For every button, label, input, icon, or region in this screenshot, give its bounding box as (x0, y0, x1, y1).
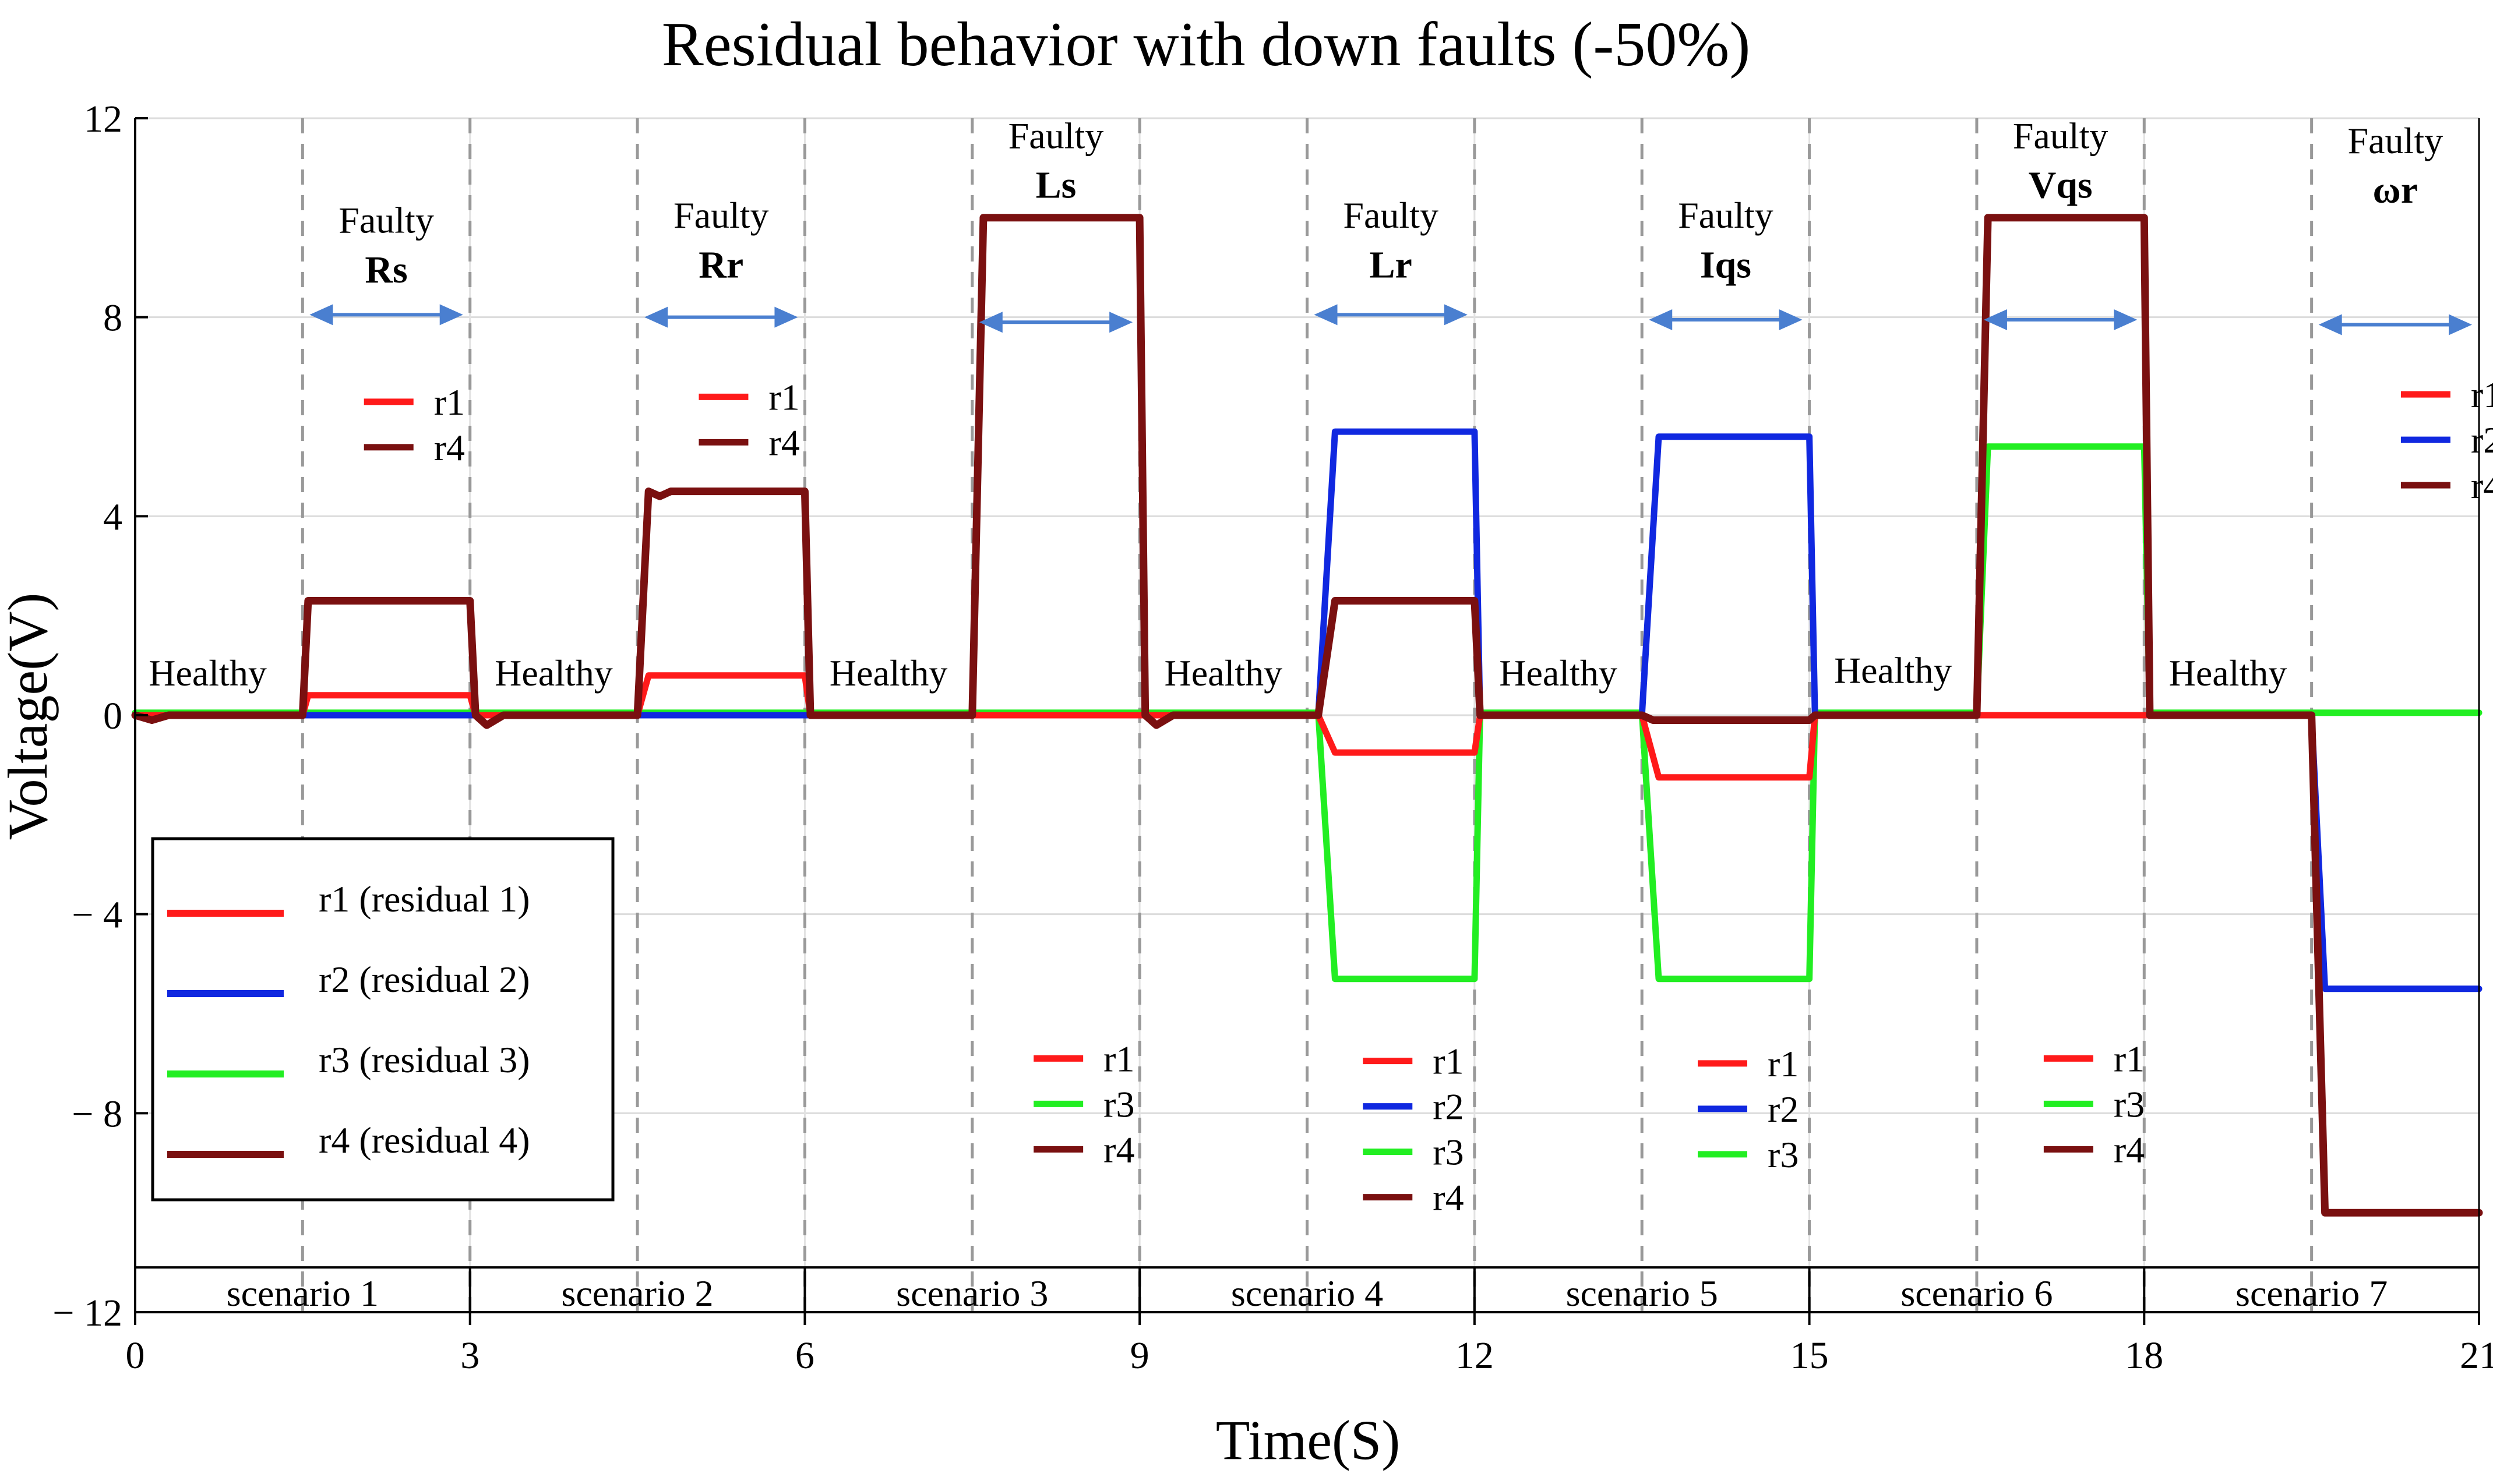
legend-label: r3 (residual 3) (319, 1039, 530, 1080)
mini-legend-label: r1 (768, 376, 799, 418)
mini-legend-label: r2 (1768, 1089, 1799, 1130)
chart-title: Residual behavior with down faults (-50%… (662, 10, 1751, 79)
fault-arrow-head-left (309, 304, 333, 326)
x-tick-label: 9 (1130, 1334, 1149, 1377)
faulty-label: Faulty (338, 199, 434, 241)
y-tick-label: 4 (103, 496, 122, 538)
mini-legend-label: r4 (1433, 1177, 1464, 1218)
fault-arrow-head-left (979, 312, 1003, 333)
legend-label: r1 (residual 1) (319, 878, 530, 920)
faulty-label: Faulty (2348, 120, 2443, 161)
faulty-label: Faulty (1678, 195, 1773, 236)
y-tick-label: 0 (103, 695, 122, 737)
fault-arrow-head-right (774, 306, 798, 328)
scenario-label: scenario 7 (2235, 1273, 2388, 1314)
mini-legend-label: r4 (2114, 1129, 2145, 1170)
fault-arrow-head-left (644, 306, 668, 328)
fault-arrow-head-left (1983, 309, 2007, 330)
fault-arrow-head-right (439, 304, 463, 326)
mini-legend-label: r3 (1433, 1132, 1464, 1173)
fault-arrow-head-right (1444, 304, 1468, 326)
fault-arrow-head-right (2114, 309, 2138, 330)
x-tick-label: 15 (1790, 1334, 1829, 1377)
fault-arrow-head-right (1109, 312, 1133, 333)
annotation-layer: Healthy Healthy Healthy Healthy Healthy Healt… (149, 115, 2493, 1218)
scenario-label: scenario 3 (896, 1273, 1048, 1314)
healthy-label: Healthy (2169, 652, 2287, 694)
healthy-label: Healthy (1499, 652, 1617, 694)
legend-layer: r1 (residual 1) r2 (residual 2) r3 (residu… (151, 837, 615, 1202)
mini-legend-label: r3 (1768, 1134, 1799, 1175)
mini-legend-label: r3 (2114, 1083, 2145, 1125)
fault-param-label: Ls (1036, 164, 1077, 207)
series-layer (131, 214, 2483, 1217)
series-line-r4 (131, 214, 2483, 1217)
mini-legend-label: r4 (434, 427, 465, 468)
x-tick-label: 12 (1455, 1334, 1494, 1377)
x-tick-label: 18 (2125, 1334, 2163, 1377)
fault-arrow-head-right (2449, 314, 2472, 335)
faulty-label: Faulty (2013, 115, 2108, 156)
series-line-r1 (132, 672, 2483, 1216)
mini-legend-label: r1 (1103, 1038, 1134, 1079)
fault-param-label: Lr (1370, 243, 1412, 286)
legend-box (151, 837, 615, 1202)
x-tick-label: 6 (795, 1334, 814, 1377)
fault-arrow-head-left (1649, 309, 1673, 330)
mini-legend-label: r1 (1433, 1041, 1464, 1082)
axis-layer: − 12 − 8 − 4 0 4 8 12 0 3 6 9 12 15 18 21 scenario 1 sce… (52, 98, 2493, 1377)
healthy-label: Healthy (495, 652, 613, 694)
fault-arrow-head-left (1314, 304, 1338, 326)
fault-param-label: ωr (2373, 169, 2418, 211)
healthy-label: Healthy (1834, 649, 1952, 691)
mini-legend-label: r4 (1103, 1129, 1134, 1170)
scenario-label: scenario 6 (1900, 1273, 2053, 1314)
mini-legend-label: r3 (1103, 1083, 1134, 1125)
legend-label: r4 (residual 4) (319, 1119, 530, 1161)
y-tick-label: − 4 (72, 894, 122, 937)
faulty-label: Faulty (674, 195, 769, 236)
x-tick-label: 0 (126, 1334, 145, 1377)
healthy-label: Healthy (149, 652, 267, 694)
scenario-label: scenario 1 (227, 1273, 379, 1314)
fault-param-label: Rs (365, 249, 407, 291)
mini-legend-label: r2 (2471, 419, 2493, 461)
healthy-label: Healthy (1165, 652, 1283, 694)
mini-legend-label: r4 (2471, 465, 2493, 506)
scenario-label: scenario 2 (561, 1273, 713, 1314)
scenario-label: scenario 5 (1566, 1273, 1718, 1314)
fault-param-label: Rr (699, 243, 743, 286)
y-axis-title: Voltage(V) (0, 593, 59, 840)
fault-arrow-head-right (1779, 309, 1803, 330)
mini-legend-label: r1 (434, 381, 465, 423)
x-tick-label: 21 (2460, 1334, 2493, 1377)
mini-legend-label: r1 (2114, 1038, 2145, 1079)
scenario-label: scenario 4 (1231, 1273, 1383, 1314)
mini-legend-label: r1 (2471, 374, 2493, 415)
y-tick-label: − 12 (52, 1292, 122, 1334)
faulty-label: Faulty (1343, 195, 1438, 236)
fault-param-label: Iqs (1700, 243, 1751, 286)
x-tick-label: 3 (460, 1334, 479, 1377)
fault-arrow-head-left (2318, 314, 2342, 335)
healthy-label: Healthy (830, 652, 948, 694)
legend-label: r2 (residual 2) (319, 959, 530, 1000)
mini-legend-label: r2 (1433, 1086, 1464, 1128)
faulty-label: Faulty (1009, 115, 1104, 156)
fault-param-label: Vqs (2029, 164, 2093, 207)
x-axis-title: Time(S) (1216, 1409, 1401, 1471)
y-tick-label: − 8 (72, 1093, 122, 1135)
mini-legend-label: r1 (1768, 1043, 1799, 1084)
y-tick-label: 12 (84, 98, 122, 140)
mini-legend-label: r4 (768, 422, 799, 463)
series-line-r3 (132, 443, 2483, 983)
y-tick-label: 8 (103, 297, 122, 340)
